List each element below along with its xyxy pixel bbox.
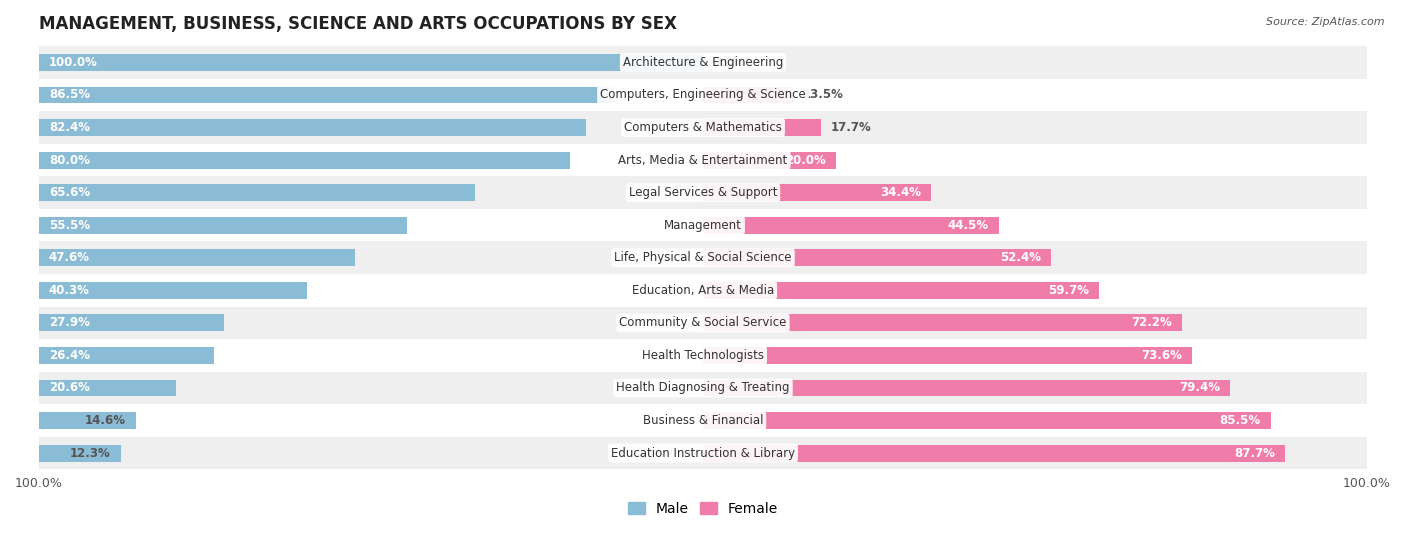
Bar (703, 380, 1230, 396)
Bar (39, 241, 1367, 274)
Text: Source: ZipAtlas.com: Source: ZipAtlas.com (1267, 17, 1385, 27)
Text: 59.7%: 59.7% (1049, 284, 1090, 297)
Text: 52.4%: 52.4% (1000, 251, 1040, 264)
Bar (39, 249, 356, 266)
Text: Arts, Media & Entertainment: Arts, Media & Entertainment (619, 154, 787, 167)
Text: 13.5%: 13.5% (803, 88, 844, 102)
Bar (39, 306, 1367, 339)
Text: 85.5%: 85.5% (1219, 414, 1261, 427)
Text: 65.6%: 65.6% (49, 186, 90, 199)
Text: 44.5%: 44.5% (948, 219, 988, 231)
Bar (39, 282, 307, 299)
Bar (39, 184, 475, 201)
Text: 100.0%: 100.0% (49, 56, 98, 69)
Bar (703, 444, 1285, 462)
Text: Community & Social Service: Community & Social Service (619, 316, 787, 329)
Bar (39, 46, 1367, 79)
Bar (703, 184, 931, 201)
Bar (39, 347, 214, 364)
Text: 87.7%: 87.7% (1234, 447, 1275, 459)
Text: 80.0%: 80.0% (49, 154, 90, 167)
Bar (39, 144, 1367, 177)
Text: Education, Arts & Media: Education, Arts & Media (631, 284, 775, 297)
Text: 0.0%: 0.0% (713, 56, 745, 69)
Bar (39, 79, 1367, 111)
Bar (39, 119, 586, 136)
Bar (39, 339, 1367, 372)
Text: 34.4%: 34.4% (880, 186, 921, 199)
Bar (39, 412, 136, 429)
Bar (39, 177, 1367, 209)
Legend: Male, Female: Male, Female (623, 496, 783, 522)
Bar (703, 151, 835, 169)
Text: Computers, Engineering & Science: Computers, Engineering & Science (600, 88, 806, 102)
Text: 20.0%: 20.0% (785, 154, 825, 167)
Text: Health Diagnosing & Treating: Health Diagnosing & Treating (616, 381, 790, 395)
Bar (39, 314, 224, 331)
Bar (703, 217, 998, 234)
Bar (39, 380, 176, 396)
Text: 47.6%: 47.6% (49, 251, 90, 264)
Bar (39, 151, 571, 169)
Text: 17.7%: 17.7% (831, 121, 872, 134)
Bar (39, 444, 121, 462)
Text: Legal Services & Support: Legal Services & Support (628, 186, 778, 199)
Text: Life, Physical & Social Science: Life, Physical & Social Science (614, 251, 792, 264)
Bar (39, 217, 408, 234)
Text: MANAGEMENT, BUSINESS, SCIENCE AND ARTS OCCUPATIONS BY SEX: MANAGEMENT, BUSINESS, SCIENCE AND ARTS O… (39, 15, 676, 33)
Bar (703, 249, 1050, 266)
Text: 79.4%: 79.4% (1180, 381, 1220, 395)
Bar (39, 404, 1367, 437)
Bar (39, 87, 613, 103)
Bar (703, 347, 1192, 364)
Bar (703, 314, 1182, 331)
Text: 20.6%: 20.6% (49, 381, 90, 395)
Text: Education Instruction & Library: Education Instruction & Library (612, 447, 794, 459)
Text: 12.3%: 12.3% (70, 447, 111, 459)
Bar (703, 282, 1099, 299)
Text: 55.5%: 55.5% (49, 219, 90, 231)
Bar (703, 119, 821, 136)
Text: Computers & Mathematics: Computers & Mathematics (624, 121, 782, 134)
Text: 27.9%: 27.9% (49, 316, 90, 329)
Text: Business & Financial: Business & Financial (643, 414, 763, 427)
Text: 40.3%: 40.3% (49, 284, 90, 297)
Text: Management: Management (664, 219, 742, 231)
Bar (39, 274, 1367, 306)
Text: 14.6%: 14.6% (84, 414, 127, 427)
Bar (703, 412, 1271, 429)
Text: 73.6%: 73.6% (1140, 349, 1182, 362)
Bar (703, 87, 793, 103)
Text: 82.4%: 82.4% (49, 121, 90, 134)
Bar (39, 111, 1367, 144)
Bar (39, 54, 703, 71)
Text: 86.5%: 86.5% (49, 88, 90, 102)
Text: Architecture & Engineering: Architecture & Engineering (623, 56, 783, 69)
Bar (39, 437, 1367, 470)
Text: Health Technologists: Health Technologists (643, 349, 763, 362)
Bar (39, 372, 1367, 404)
Bar (39, 209, 1367, 241)
Text: 26.4%: 26.4% (49, 349, 90, 362)
Text: 72.2%: 72.2% (1132, 316, 1173, 329)
